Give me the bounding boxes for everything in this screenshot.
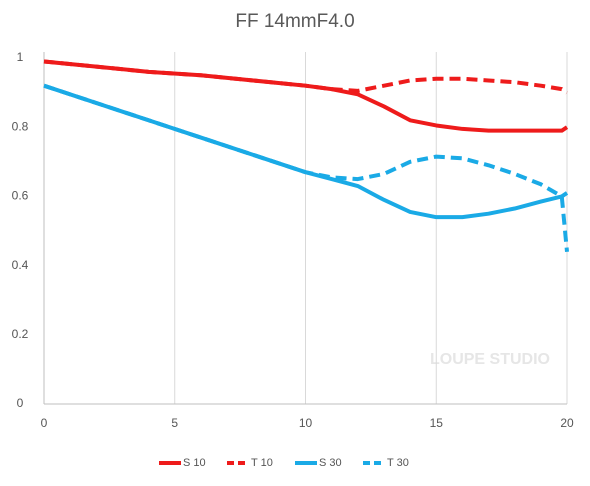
- data-line: [43, 59, 569, 95]
- legend-label: T 10: [251, 457, 273, 469]
- legend-label: S 30: [319, 457, 342, 469]
- y-tick-label: 0: [17, 396, 24, 410]
- data-line: [43, 83, 569, 252]
- watermark: LOUPE STUDIO: [430, 351, 550, 368]
- x-tick-label: 0: [41, 416, 48, 430]
- x-tick-label: 20: [560, 416, 574, 430]
- y-tick-label: 0.2: [12, 327, 29, 341]
- x-tick-label: 15: [430, 416, 444, 430]
- y-tick-label: 1: [17, 50, 24, 64]
- y-tick-label: 0.6: [12, 189, 29, 203]
- legend-label: S 10: [183, 457, 206, 469]
- x-tick-label: 10: [299, 416, 313, 430]
- x-tick-label: 5: [171, 416, 178, 430]
- chart-title: FF 14mmF4.0: [235, 11, 354, 32]
- y-tick-label: 0.8: [12, 119, 29, 133]
- legend-label: T 30: [387, 457, 409, 469]
- y-tick-label: 0.4: [12, 258, 29, 272]
